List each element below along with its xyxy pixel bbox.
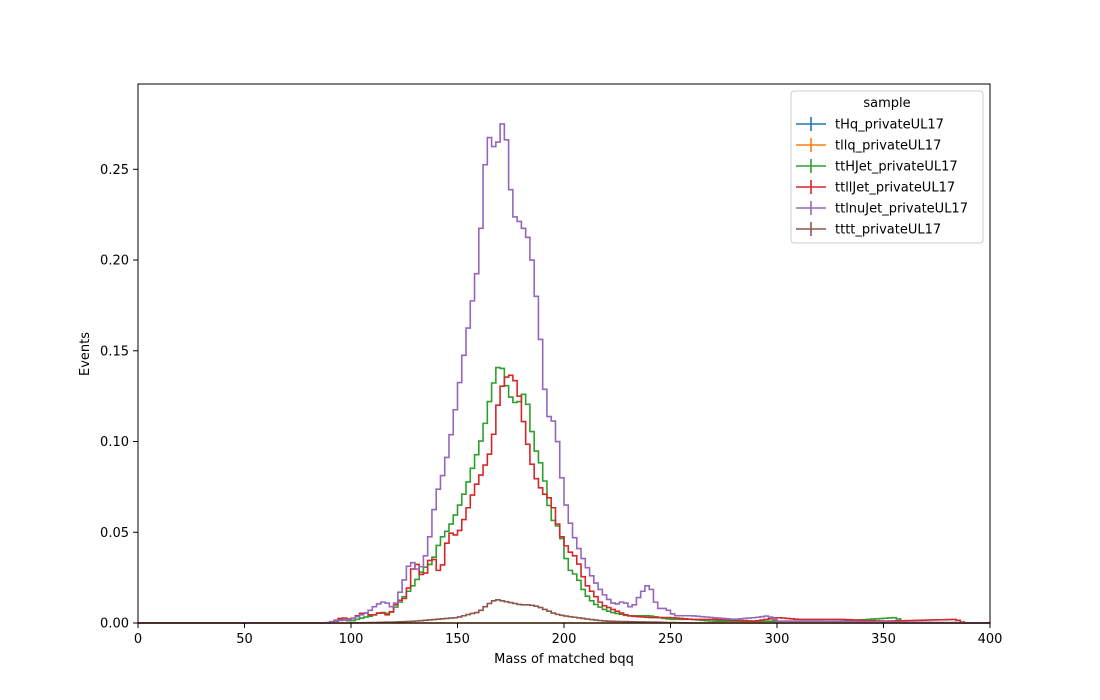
legend-label: ttllJet_privateUL17 (835, 181, 955, 196)
legend: sample tHq_privateUL17 tllq_privateUL17tt… (790, 90, 984, 244)
legend-entry: tHq_privateUL17 (796, 117, 944, 133)
y-tick-label: 0.25 (100, 163, 129, 178)
x-tick-label: 400 (978, 632, 1003, 647)
y-tick-label: 0.05 (100, 526, 129, 541)
y-tick-label: 0.15 (100, 344, 129, 359)
x-tick-label: 50 (236, 632, 253, 647)
x-axis: 0 50 100 150 200 250 300 350 400 (134, 623, 1003, 647)
legend-entry: ttHJet_privateUL17 (796, 159, 958, 175)
series-line-4 (138, 123, 991, 624)
y-tick-label: 0.00 (100, 617, 129, 632)
y-tick-label: 0.10 (100, 435, 129, 450)
x-axis-label: Mass of matched bqq (494, 652, 634, 667)
y-axis: 0.00 0.05 0.10 0.15 0.20 0.25 (100, 163, 138, 632)
legend-label: tllq_privateUL17 (835, 139, 941, 154)
x-tick-label: 0 (134, 632, 142, 647)
x-tick-label: 100 (339, 632, 364, 647)
legend-entry: ttlnuJet_privateUL17 (796, 201, 968, 217)
legend-entry: tllq_privateUL17 (796, 138, 941, 154)
y-axis-label: Events (78, 332, 93, 376)
x-tick-label: 300 (765, 632, 790, 647)
legend-entry: ttllJet_privateUL17 (796, 180, 955, 196)
legend-entries: tHq_privateUL17 tllq_privateUL17 ttHJet_pr… (796, 117, 968, 238)
x-tick-label: 150 (445, 632, 470, 647)
legend-box (790, 90, 984, 244)
legend-label: tHq_privateUL17 (835, 118, 944, 133)
x-tick-label: 200 (552, 632, 577, 647)
legend-label: ttHJet_privateUL17 (835, 160, 958, 175)
y-tick-label: 0.20 (100, 254, 129, 269)
legend-title: sample (863, 96, 910, 111)
x-tick-label: 250 (658, 632, 683, 647)
x-tick-label: 350 (871, 632, 896, 647)
legend-label: ttlnuJet_privateUL17 (835, 202, 968, 217)
legend-label: tttt_privateUL17 (835, 223, 941, 238)
legend-entry: tttt_privateUL17 (796, 222, 941, 238)
